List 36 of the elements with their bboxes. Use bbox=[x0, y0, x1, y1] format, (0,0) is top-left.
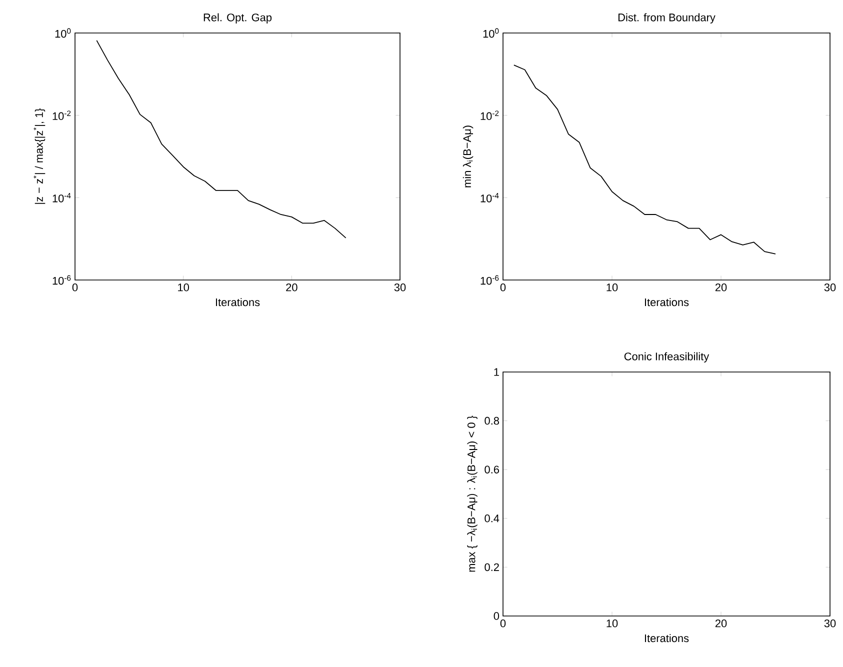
x-axis-title: Iterations bbox=[644, 298, 689, 306]
y-tick-label: 10$^{0}$ bbox=[483, 28, 499, 38]
y-tick-label: 10$^{-2}$ bbox=[480, 110, 499, 120]
line-series bbox=[513, 64, 776, 254]
chart-title: Dist. from Boundary bbox=[618, 13, 716, 24]
y-tick-label: 0.2 bbox=[484, 563, 499, 572]
y-tick-label: 10$^{0}$ bbox=[55, 28, 71, 38]
x-tick-label: 10 bbox=[606, 620, 618, 628]
x-tick-label: 0 bbox=[72, 284, 78, 292]
y-tick-label: 10$^{-6}$ bbox=[52, 275, 71, 285]
x-tick-label: 20 bbox=[715, 620, 727, 628]
x-tick-label: 0 bbox=[500, 284, 506, 292]
y-tick-label: 0.8 bbox=[484, 416, 500, 425]
chart-title: Conic Infeasibility bbox=[624, 352, 710, 362]
y-tick-label: 0 bbox=[494, 612, 500, 620]
y-axis-title: |z − z$^{*}$| / max{|z$^{*}$|, 1} bbox=[34, 108, 46, 204]
y-axis-title: min λ$_{i}$(B−Aμ) bbox=[462, 126, 474, 188]
y-tick-label: 10$^{-4}$ bbox=[52, 192, 71, 202]
x-tick-label: 20 bbox=[715, 284, 727, 292]
x-tick-label: 30 bbox=[824, 284, 836, 292]
x-tick-label: 10 bbox=[178, 284, 189, 292]
x-tick-label: 30 bbox=[394, 284, 406, 292]
y-tick-label: 0.6 bbox=[484, 466, 500, 474]
x-tick-label: 30 bbox=[824, 620, 836, 628]
x-axis-title: Iterations bbox=[216, 298, 260, 306]
y-tick-label: 1 bbox=[494, 368, 499, 376]
x-tick-label: 10 bbox=[606, 284, 618, 292]
chart-title: Rel. Opt. Gap bbox=[204, 13, 272, 24]
y-tick-label: 10$^{-6}$ bbox=[480, 275, 499, 285]
x-tick-label: 0 bbox=[500, 620, 506, 628]
x-axis-title: Iterations bbox=[644, 634, 689, 642]
y-tick-label: 10$^{-4}$ bbox=[480, 192, 499, 202]
y-tick-label: 0.4 bbox=[484, 514, 500, 522]
y-tick-label: 10$^{-2}$ bbox=[52, 110, 71, 120]
y-axis-title: max { −λ$_{i}$(B−Aμ) : λ$_{i}$(B−Aμ) < 0 } bbox=[467, 416, 478, 572]
x-tick-label: 20 bbox=[286, 284, 298, 292]
